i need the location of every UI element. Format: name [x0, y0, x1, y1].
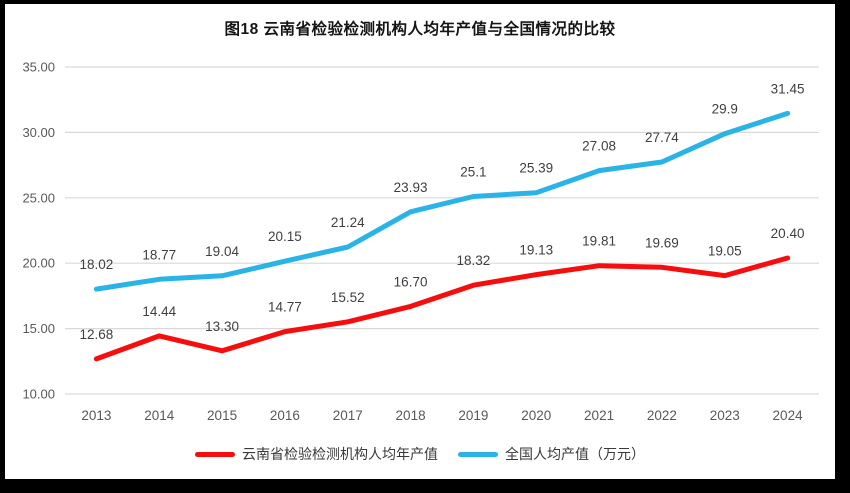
svg-text:15.52: 15.52: [331, 290, 365, 305]
svg-text:2021: 2021: [584, 408, 614, 423]
svg-text:31.45: 31.45: [771, 81, 805, 96]
svg-text:2023: 2023: [710, 408, 740, 423]
svg-text:2019: 2019: [458, 408, 488, 423]
svg-text:27.08: 27.08: [582, 139, 616, 154]
gridlines: [65, 66, 819, 395]
svg-text:30.00: 30.00: [22, 125, 55, 140]
svg-text:2022: 2022: [647, 408, 677, 423]
svg-text:20.15: 20.15: [268, 229, 302, 244]
svg-text:2015: 2015: [207, 408, 237, 423]
series-data-labels-1: 18.02 18.77 19.04 20.15 21.24 23.93 25.1 25.39 2…: [80, 81, 805, 272]
svg-text:2013: 2013: [81, 408, 111, 423]
national-series-swatch: [458, 451, 498, 457]
svg-text:25.39: 25.39: [519, 161, 553, 176]
svg-text:14.77: 14.77: [268, 300, 302, 315]
yunnan-series-swatch: [195, 451, 235, 457]
svg-text:16.70: 16.70: [394, 274, 428, 289]
svg-text:20.40: 20.40: [771, 226, 805, 241]
series-line-1: [93, 110, 791, 292]
y-axis-tick-labels: 10.00 15.00 20.00 25.00 30.00 35.00: [22, 60, 55, 402]
series-data-labels-0: 12.68 14.44 13.30 14.77 15.52 16.70 18.32 19.13…: [80, 226, 805, 342]
svg-text:20.00: 20.00: [22, 256, 55, 271]
svg-text:29.9: 29.9: [712, 102, 738, 117]
svg-text:19.13: 19.13: [519, 243, 553, 258]
svg-text:25.00: 25.00: [22, 190, 55, 205]
svg-text:12.68: 12.68: [80, 327, 114, 342]
svg-text:18.02: 18.02: [80, 257, 114, 272]
svg-text:23.93: 23.93: [394, 180, 428, 195]
svg-text:15.00: 15.00: [22, 321, 55, 336]
legend-label-national: 全国人均产值（万元）: [505, 446, 645, 462]
svg-text:14.44: 14.44: [142, 304, 176, 319]
svg-text:2024: 2024: [773, 408, 804, 423]
svg-text:2018: 2018: [396, 408, 426, 423]
svg-text:21.24: 21.24: [331, 215, 365, 230]
svg-text:2017: 2017: [333, 408, 363, 423]
series-line-0: [93, 255, 791, 362]
legend-item-national: 全国人均产值（万元）: [458, 444, 645, 464]
svg-text:18.77: 18.77: [142, 247, 176, 262]
svg-text:19.04: 19.04: [205, 244, 239, 259]
svg-text:2020: 2020: [521, 408, 551, 423]
legend-item-yunnan: 云南省检验检测机构人均年产值: [195, 444, 438, 464]
svg-text:10.00: 10.00: [22, 387, 55, 402]
svg-text:18.32: 18.32: [457, 253, 491, 268]
svg-text:2016: 2016: [270, 408, 300, 423]
svg-text:25.1: 25.1: [460, 164, 486, 179]
svg-text:13.30: 13.30: [205, 319, 239, 334]
chart-title: 图18 云南省检验检测机构人均年产值与全国情况的比较: [224, 21, 616, 38]
x-axis-tick-labels: 2013 2014 2015 2016 2017 2018 2019 2020 2021 2022…: [81, 408, 803, 423]
svg-text:2014: 2014: [144, 408, 175, 423]
chart-panel: 图18 云南省检验检测机构人均年产值与全国情况的比较 10.00 15.00 20.…: [5, 4, 835, 479]
svg-text:19.81: 19.81: [582, 234, 616, 249]
legend-label-yunnan: 云南省检验检测机构人均年产值: [242, 446, 438, 462]
svg-text:27.74: 27.74: [645, 130, 679, 145]
svg-text:19.05: 19.05: [708, 244, 742, 259]
chart-legend: 云南省检验检测机构人均年产值 全国人均产值（万元）: [5, 444, 835, 464]
svg-text:35.00: 35.00: [22, 60, 55, 75]
svg-text:19.69: 19.69: [645, 235, 679, 250]
